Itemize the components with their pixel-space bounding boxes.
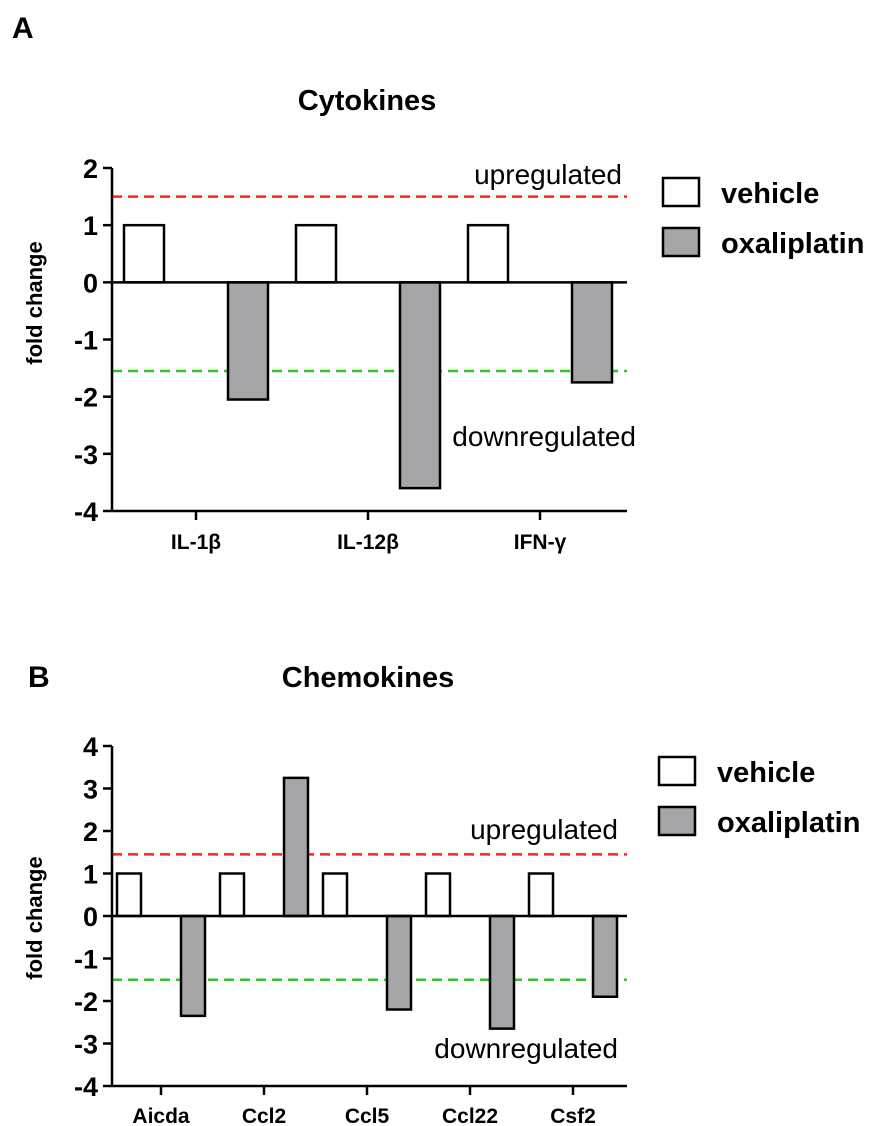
p1-x-tick-label-2: IL-12β [337, 531, 399, 554]
p1-oxaliplatin-bar-3 [570, 281, 614, 384]
p1-y-tick-label-1: 2 [83, 154, 98, 184]
p2-vehicle-bar-4 [424, 872, 452, 918]
p1-panel-letter: A [12, 12, 34, 45]
p1-legend-label-oxaliplatin: oxaliplatin [721, 228, 864, 260]
p2-upregulated-label: upregulated [470, 814, 618, 845]
p1-legend-swatch-vehicle [661, 176, 701, 208]
p1-y-tick-label-7: -4 [74, 497, 98, 527]
p2-oxaliplatin-bar-1 [179, 914, 207, 1018]
p2-oxaliplatin-bar-5 [591, 914, 619, 998]
p2-legend-swatch-oxaliplatin [657, 805, 697, 837]
p1-vehicle-bar-3 [466, 223, 510, 284]
p1-y-axis-label: fold change [22, 241, 47, 364]
p2-legend-swatch-vehicle [657, 755, 697, 787]
p1-y-tick-label-5: -2 [74, 383, 98, 413]
p1-legend-label-vehicle: vehicle [721, 178, 819, 210]
p2-y-tick-label-8: -3 [74, 1030, 98, 1060]
p2-y-axis-label: fold change [22, 856, 47, 979]
p1-chart-title: Cytokines [298, 85, 437, 117]
p2-y-tick-label-2: 3 [83, 775, 98, 805]
p1-oxaliplatin-bar-1 [226, 281, 270, 401]
p2-x-tick-label-5: Csf2 [550, 1105, 596, 1126]
p2-oxaliplatin-bar-4 [488, 914, 516, 1030]
p2-y-tick-label-5: 0 [83, 902, 98, 932]
p2-legend-label-oxaliplatin: oxaliplatin [717, 807, 860, 839]
p1-y-tick-label-6: -3 [74, 440, 98, 470]
p2-panel-letter: B [28, 661, 50, 694]
p2-chart-title: Chemokines [282, 662, 454, 694]
p1-legend-swatch-oxaliplatin [661, 226, 701, 258]
p1-downregulated-label: downregulated [452, 421, 636, 452]
p2-x-tick-label-4: Ccl22 [442, 1105, 498, 1126]
p2-y-tick-label-1: 4 [83, 732, 98, 762]
p2-legend-label-vehicle: vehicle [717, 757, 815, 789]
p2-y-tick-label-7: -2 [74, 987, 98, 1017]
p2-x-tick-label-3: Ccl5 [345, 1105, 390, 1126]
p2-y-tick-label-9: -4 [74, 1072, 98, 1102]
p1-vehicle-bar-1 [122, 223, 166, 284]
p1-oxaliplatin-bar-2 [398, 281, 442, 490]
p2-y-tick-label-6: -1 [74, 945, 98, 975]
p2-vehicle-bar-2 [218, 872, 246, 918]
p2-oxaliplatin-bar-2 [282, 776, 310, 918]
p2-vehicle-bar-1 [115, 872, 143, 918]
p1-x-tick-label-1: IL-1β [171, 531, 221, 554]
p2-y-tick-label-4: 1 [83, 860, 98, 890]
p1-x-tick-label-3: IFN-γ [514, 531, 567, 554]
p1-y-tick-label-3: 0 [83, 268, 98, 298]
p1-y-tick-label-2: 1 [83, 211, 98, 241]
p2-vehicle-bar-3 [321, 872, 349, 918]
p2-oxaliplatin-bar-3 [385, 914, 413, 1011]
p2-downregulated-label: downregulated [434, 1033, 618, 1064]
p2-x-tick-label-1: Aicda [132, 1105, 190, 1126]
p2-y-tick-label-3: 2 [83, 817, 98, 847]
p1-vehicle-bar-2 [294, 223, 338, 284]
p2-x-tick-label-2: Ccl2 [242, 1105, 286, 1126]
p2-vehicle-bar-5 [527, 872, 555, 918]
p1-upregulated-label: upregulated [474, 159, 622, 190]
p1-y-tick-label-4: -1 [74, 326, 98, 356]
